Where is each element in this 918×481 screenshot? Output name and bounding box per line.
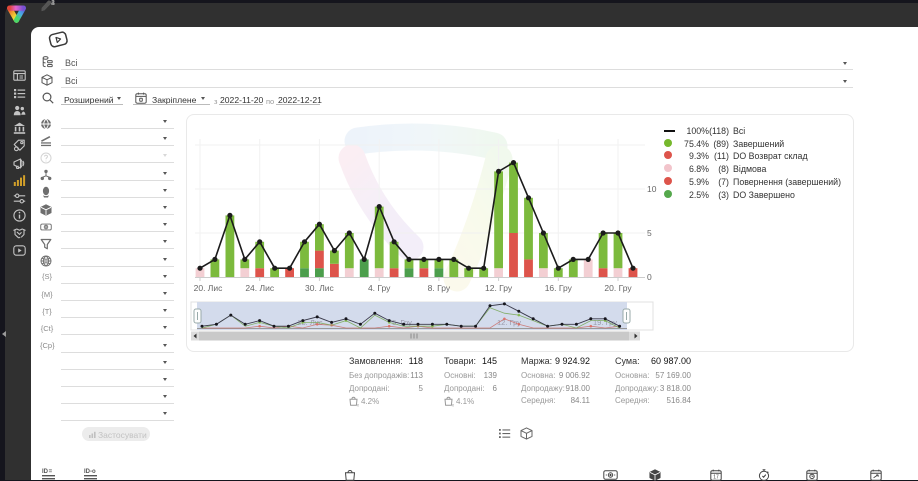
svg-text:20. Лис: 20. Лис bbox=[194, 283, 224, 293]
svg-text:17: 17 bbox=[713, 475, 719, 481]
svg-text:30. Лис: 30. Лис bbox=[305, 283, 335, 293]
svg-text:20. Гру: 20. Гру bbox=[604, 283, 632, 293]
svg-text:12. Гру: 12. Гру bbox=[485, 283, 513, 293]
svg-text:16. Гру: 16. Гру bbox=[545, 283, 573, 293]
svg-text:0: 0 bbox=[647, 272, 652, 282]
svg-text:8. Гру: 8. Гру bbox=[428, 283, 451, 293]
svg-text:24. Лис: 24. Лис bbox=[245, 283, 275, 293]
svg-text:5. Гру: 5. Гру bbox=[392, 318, 412, 327]
svg-text:5: 5 bbox=[647, 228, 652, 238]
svg-text:x: x bbox=[357, 403, 360, 407]
svg-text:4. Гру: 4. Гру bbox=[368, 283, 391, 293]
svg-text:10: 10 bbox=[647, 184, 657, 194]
svg-text:x: x bbox=[452, 403, 455, 407]
svg-text:19. Гру: 19. Гру bbox=[593, 318, 617, 327]
svg-text:12. Гру: 12. Гру bbox=[497, 318, 521, 327]
